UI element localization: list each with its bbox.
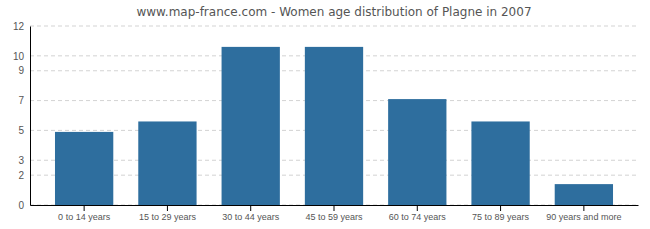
x-tick-mark	[500, 205, 501, 211]
y-tick-label: 10	[13, 51, 25, 62]
y-tick: 7	[18, 95, 30, 106]
y-tick: 2	[18, 170, 30, 181]
y-tick-label: 9	[18, 65, 24, 76]
y-axis: 0 2 3 5 7 9 10 12	[13, 21, 31, 211]
bar	[138, 121, 196, 205]
x-tick-mark	[167, 205, 168, 211]
x-tick-label: 30 to 44 years	[222, 212, 280, 222]
y-tick-label: 0	[18, 200, 24, 211]
bar	[555, 184, 613, 205]
y-tick-label: 7	[18, 95, 24, 106]
y-tick-label: 5	[18, 125, 24, 136]
bars	[55, 47, 613, 205]
grid-line	[30, 26, 638, 27]
chart-svg: 0 2 3 5 7 9 10 12 0 to 14 years 15 to 29 years 30 …	[0, 0, 650, 229]
x-tick-label: 90 years and more	[546, 212, 621, 222]
bar	[388, 99, 446, 205]
x-tick-mark	[250, 205, 251, 211]
x-tick-mark	[334, 205, 335, 211]
y-tick: 10	[13, 51, 30, 62]
x-tick-label: 15 to 29 years	[139, 212, 197, 222]
chart-title: www.map-france.com - Women age distribut…	[136, 5, 531, 19]
y-tick-label: 3	[18, 155, 24, 166]
y-tick-label: 12	[13, 21, 25, 32]
x-tick: 15 to 29 years	[139, 205, 197, 222]
y-tick: 3	[18, 155, 30, 166]
x-tick-label: 60 to 74 years	[389, 212, 447, 222]
bar	[55, 132, 113, 205]
x-tick: 0 to 14 years	[58, 205, 111, 222]
grid	[30, 26, 638, 205]
y-tick: 5	[18, 125, 30, 136]
x-tick: 30 to 44 years	[222, 205, 280, 222]
x-tick: 90 years and more	[546, 205, 621, 222]
x-tick: 60 to 74 years	[389, 205, 447, 222]
x-tick-mark	[583, 205, 584, 211]
y-tick-label: 2	[18, 170, 24, 181]
x-tick-mark	[417, 205, 418, 211]
y-tick: 9	[18, 65, 30, 76]
x-tick-label: 45 to 59 years	[305, 212, 363, 222]
x-axis: 0 to 14 years 15 to 29 years 30 to 44 year…	[31, 205, 639, 222]
x-tick: 45 to 59 years	[305, 205, 363, 222]
x-tick: 75 to 89 years	[472, 205, 530, 222]
y-tick: 12	[13, 21, 30, 32]
bar	[305, 47, 363, 205]
x-tick-label: 0 to 14 years	[58, 212, 111, 222]
bar	[471, 121, 529, 205]
x-tick-label: 75 to 89 years	[472, 212, 530, 222]
chart-container: 0 2 3 5 7 9 10 12 0 to 14 years 15 to 29 years 30 …	[0, 0, 650, 229]
bar	[222, 47, 280, 205]
y-tick: 0	[18, 200, 30, 211]
plot-area: 0 2 3 5 7 9 10 12 0 to 14 years 15 to 29 years 30 …	[13, 21, 639, 223]
x-tick-mark	[84, 205, 85, 211]
y-axis-line	[30, 27, 31, 206]
